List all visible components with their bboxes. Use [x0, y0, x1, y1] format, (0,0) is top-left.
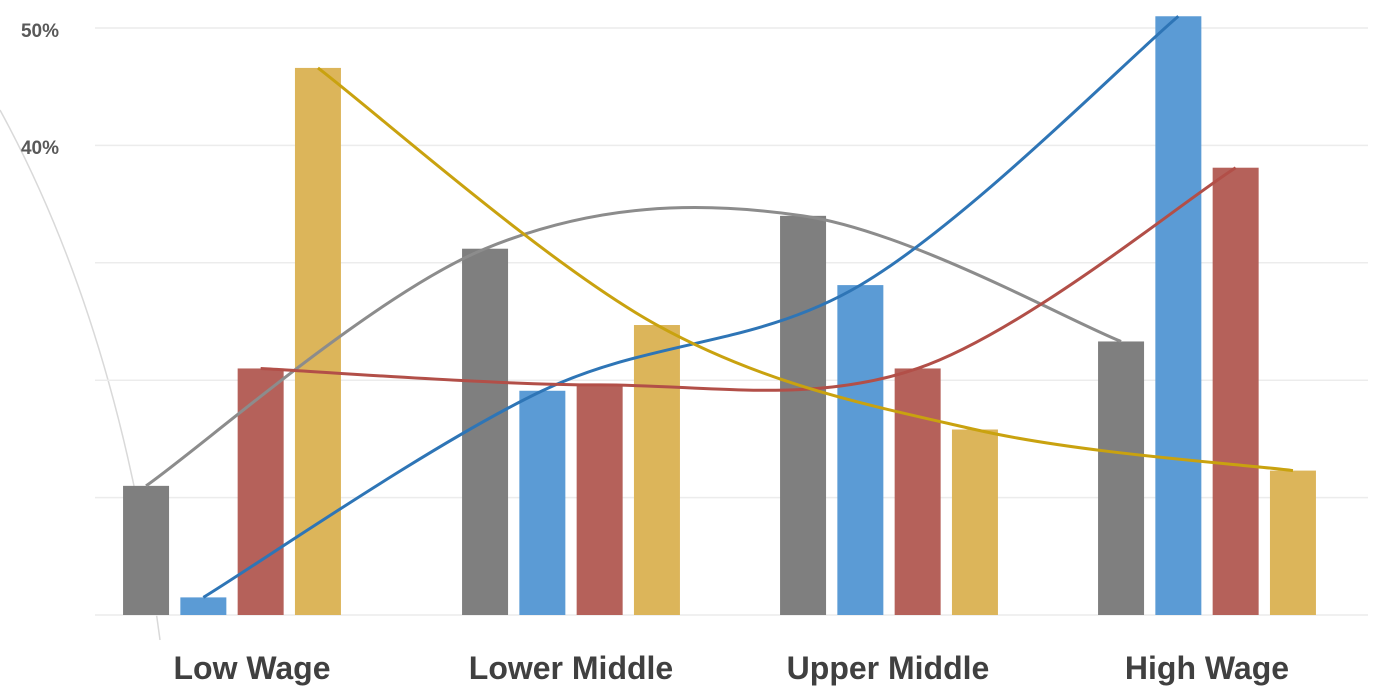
bar-series-3-low-wage	[237, 368, 284, 615]
bar-series-2-upper-middle	[837, 285, 884, 615]
trendline-series-2	[202, 15, 1180, 599]
trendlines	[145, 15, 1294, 599]
bar-series-2-low-wage	[180, 597, 227, 615]
trendline-series-1	[145, 206, 1122, 488]
bars	[123, 16, 1316, 615]
x-tick-low-wage: Low Wage	[173, 650, 330, 686]
trendline-series-3	[260, 166, 1237, 392]
bar-series-3-lower-middle	[576, 384, 623, 615]
bar-series-3-high-wage	[1212, 167, 1259, 615]
category-labels: Low Wage Lower Middle Upper Middle High …	[173, 650, 1289, 686]
bar-series-4-high-wage	[1269, 470, 1316, 615]
bar-series-4-upper-middle	[951, 429, 998, 615]
x-tick-upper-middle: Upper Middle	[787, 650, 990, 686]
y-tick-40: 40%	[21, 138, 59, 159]
bar-series-1-high-wage	[1098, 341, 1145, 615]
bar-series-1-lower-middle	[462, 248, 509, 615]
bar-series-2-high-wage	[1155, 16, 1202, 615]
bar-series-3-upper-middle	[894, 368, 941, 615]
bar-series-1-low-wage	[123, 485, 170, 615]
x-tick-lower-middle: Lower Middle	[469, 650, 673, 686]
trendline-series-4	[317, 66, 1294, 473]
x-tick-high-wage: High Wage	[1125, 650, 1289, 686]
bar-series-4-lower-middle	[633, 325, 680, 615]
bar-series-1-upper-middle	[780, 215, 827, 615]
bar-series-2-lower-middle	[519, 390, 566, 615]
y-tick-50: 50%	[21, 21, 59, 42]
